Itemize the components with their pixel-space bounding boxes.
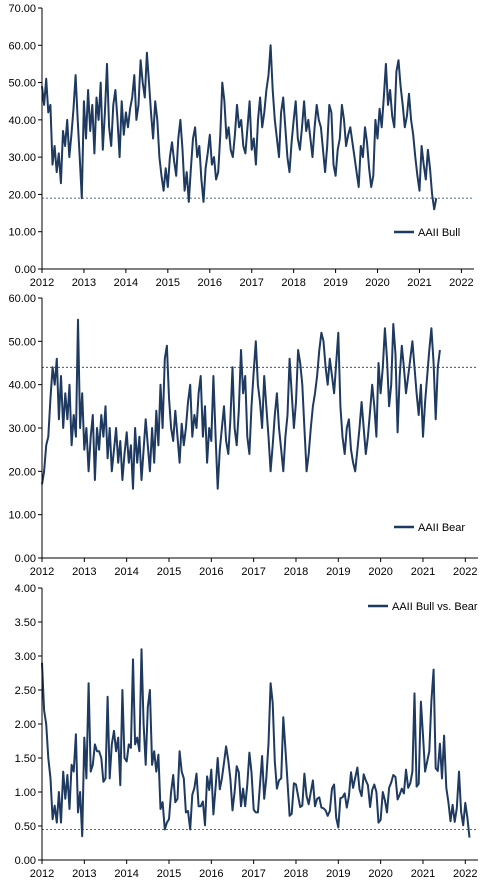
- legend-label: AAII Bull vs. Bear: [392, 601, 478, 613]
- y-tick-label: 3.00: [15, 651, 36, 663]
- x-tick-label: 2018: [281, 277, 305, 289]
- y-tick-label: 60.00: [8, 293, 36, 305]
- x-tick-label: 2017: [241, 868, 265, 880]
- legend-label: AAII Bear: [418, 522, 465, 534]
- x-tick-label: 2015: [156, 277, 180, 289]
- x-tick-label: 2018: [284, 868, 308, 880]
- y-tick-label: 30.00: [8, 423, 36, 435]
- series-line: [41, 648, 471, 838]
- bear-chart-panel: 0.00 10.00 20.00 30.00 40.00 50.00 60.00 2012 2…: [0, 291, 500, 581]
- y-tick-label: 20.00: [8, 466, 36, 478]
- legend: AAII Bear: [394, 522, 465, 534]
- x-axis-ticks: 2012 2013 2014 2015 2016 2017 2018 2019 2020 2021…: [30, 860, 478, 880]
- y-axis-ticks: 0.00 0.50 1.00 1.50 2.00 2.50 3.00 3.50 4.00: [15, 583, 42, 867]
- x-tick-label: 2022: [453, 566, 477, 578]
- x-tick-label: 2019: [323, 277, 347, 289]
- y-tick-label: 0.00: [15, 264, 36, 276]
- x-tick-label: 2016: [199, 868, 223, 880]
- x-tick-label: 2017: [239, 277, 263, 289]
- x-tick-label: 2020: [365, 277, 389, 289]
- x-tick-label: 2014: [114, 868, 138, 880]
- bull-vs-bear-chart: 0.00 0.50 1.00 1.50 2.00 2.50 3.00 3.50 4.00 201…: [15, 583, 478, 880]
- x-tick-label: 2019: [326, 566, 350, 578]
- x-tick-label: 2021: [411, 566, 435, 578]
- y-tick-label: 1.50: [15, 753, 36, 765]
- y-tick-label: 3.50: [15, 617, 36, 629]
- x-tick-label: 2012: [30, 277, 54, 289]
- bull-vs-bear-chart-panel: 0.00 0.50 1.00 1.50 2.00 2.50 3.00 3.50 4.00 201…: [0, 580, 500, 884]
- y-tick-label: 60.00: [8, 40, 36, 52]
- legend: AAII Bull vs. Bear: [368, 601, 478, 613]
- legend-label: AAII Bull: [418, 227, 460, 239]
- y-tick-label: 2.50: [15, 685, 36, 697]
- legend: AAII Bull: [394, 227, 460, 239]
- x-tick-label: 2013: [72, 566, 96, 578]
- y-tick-label: 50.00: [8, 336, 36, 348]
- y-tick-label: 70.00: [8, 3, 36, 15]
- x-tick-label: 2015: [157, 868, 181, 880]
- x-tick-label: 2016: [198, 277, 222, 289]
- x-tick-label: 2012: [30, 566, 54, 578]
- y-tick-label: 10.00: [8, 510, 36, 522]
- y-axis-ticks: 0.00 10.00 20.00 30.00 40.00 50.00 60.00: [8, 293, 42, 565]
- x-tick-label: 2017: [241, 566, 265, 578]
- x-tick-label: 2021: [411, 868, 435, 880]
- x-tick-label: 2013: [72, 277, 96, 289]
- y-tick-label: 0.50: [15, 821, 36, 833]
- series-line: [41, 318, 441, 490]
- y-tick-label: 4.00: [15, 583, 36, 595]
- x-tick-label: 2020: [368, 868, 392, 880]
- y-tick-label: 20.00: [8, 189, 36, 201]
- x-tick-label: 2022: [449, 277, 473, 289]
- x-axis-ticks: 2012 2013 2014 2015 2016 2017 2018 2019 2020 2021…: [30, 269, 474, 289]
- y-tick-label: 10.00: [8, 227, 36, 239]
- x-tick-label: 2014: [114, 277, 138, 289]
- y-tick-label: 50.00: [8, 78, 36, 90]
- bull-chart: 0.0010.0020.0030.0040.0050.0060.0070.00 …: [8, 3, 474, 289]
- x-tick-label: 2022: [453, 868, 477, 880]
- x-tick-label: 2021: [407, 277, 431, 289]
- y-tick-label: 30.00: [8, 152, 36, 164]
- y-tick-label: 40.00: [8, 380, 36, 392]
- y-axis-ticks: 0.00 10.00 20.00 30.00 40.00 50.00 60.00 70.00: [8, 3, 42, 276]
- x-tick-label: 2018: [284, 566, 308, 578]
- x-tick-label: 2020: [368, 566, 392, 578]
- x-tick-label: 2016: [199, 566, 223, 578]
- x-tick-label: 2015: [157, 566, 181, 578]
- y-tick-label: 0.00: [15, 553, 36, 565]
- x-tick-label: 2013: [72, 868, 96, 880]
- y-tick-label: 2.00: [15, 719, 36, 731]
- x-tick-label: 2019: [326, 868, 350, 880]
- x-axis-ticks: 2012 2013 2014 2015 2016 2017 2018 2019 2020 2021…: [30, 558, 478, 578]
- y-tick-label: 40.00: [8, 115, 36, 127]
- y-tick-label: 1.00: [15, 787, 36, 799]
- x-tick-label: 2014: [114, 566, 138, 578]
- x-tick-label: 2012: [30, 868, 54, 880]
- series-line: [41, 44, 438, 211]
- y-tick-label: 0.00: [15, 855, 36, 867]
- bull-chart-panel: 0.00 10.00 20.00 30.00 40.00 50.00 60.00 70.00 …: [0, 0, 500, 295]
